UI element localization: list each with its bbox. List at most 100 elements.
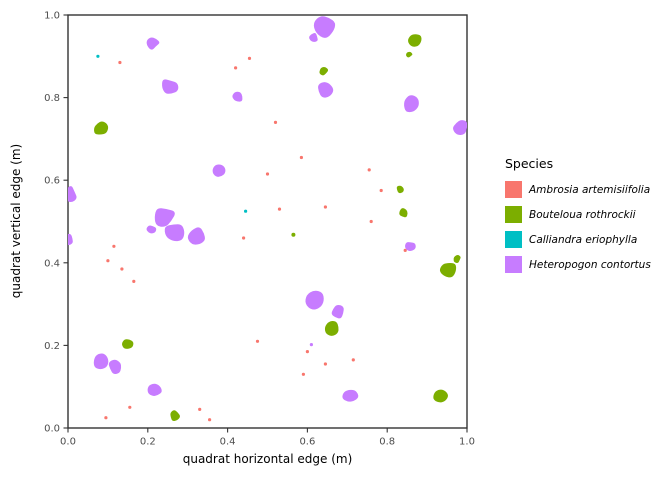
data-point [120,267,124,271]
data-point [234,66,238,70]
x-tick-label: 0.4 [220,437,236,448]
series-4-points [68,16,467,402]
legend-swatch [505,231,522,248]
data-point-patch [147,383,162,396]
data-point-patch [164,224,185,242]
data-point [208,418,212,422]
legend-item-label: Ambrosia artemisiifolia [529,183,651,196]
data-point-patch [122,339,134,349]
data-point [291,232,296,237]
data-point-patch [94,121,109,135]
legend-swatch [505,206,522,223]
legend-item-label: Heteropogon contortus [529,258,651,271]
y-tick-label: 0.0 [44,424,60,435]
legend: Species Ambrosia artemisiifolia Bouteloua… [505,156,670,281]
y-tick-label: 1.0 [44,11,60,22]
data-point-patch [212,164,226,177]
data-point [112,244,116,248]
data-point [323,205,327,209]
legend-item: Ambrosia artemisiifolia [505,181,670,198]
legend-item: Bouteloua rothrockii [505,206,670,223]
data-point [403,248,407,252]
data-point-patch [93,353,109,370]
data-point [96,54,100,58]
legend-item: Calliandra eriophylla [505,231,670,248]
x-tick-label: 0.2 [140,437,156,448]
data-point-patch [405,242,416,252]
data-point-patch [154,208,175,227]
series-2-points [94,34,461,421]
data-point-patch [187,227,205,245]
legend-item-label: Calliandra eriophylla [529,233,638,246]
data-point [379,188,383,193]
data-point-patch [324,320,339,336]
data-point-patch [318,82,334,98]
data-point-patch [433,389,448,403]
x-tick-label: 0.6 [299,437,315,448]
data-point-patch [319,66,329,76]
data-point-patch [305,290,324,310]
y-tick-label: 0.8 [44,93,60,104]
data-point-patch [404,95,419,113]
data-point-patch [170,410,180,421]
data-point-patch [406,51,413,58]
y-tick-label: 0.6 [44,176,60,187]
legend-swatch [505,256,522,273]
data-point-patch [342,389,359,402]
data-point-patch [453,255,461,264]
x-axis-title: quadrat horizontal edge (m) [182,452,353,466]
data-point [299,155,303,160]
data-points-layer [68,16,467,422]
data-point-patch [162,79,179,94]
data-point [351,358,355,362]
data-point-patch [331,304,344,319]
data-point-patch [68,233,73,246]
data-point [305,350,309,354]
data-point-patch [232,91,243,102]
data-point [104,416,108,420]
data-point [242,236,246,240]
series-3-points [96,54,248,213]
data-point [369,219,373,224]
data-point [247,56,252,61]
x-tick-label: 0.0 [60,437,76,448]
data-point [367,168,371,172]
y-tick-label: 0.4 [44,258,60,269]
data-point-patch [313,16,336,38]
data-point [128,405,132,409]
legend-swatch [505,181,522,198]
x-tick-label: 1.0 [459,437,475,448]
data-point [106,259,110,263]
legend-item: Heteropogon contortus [505,256,670,273]
data-point-patch [439,263,457,278]
y-tick-label: 0.2 [44,341,60,352]
data-point [132,279,136,283]
x-tick-label: 0.8 [379,437,395,448]
legend-item-label: Bouteloua rothrockii [529,208,636,221]
data-point-patch [146,37,160,50]
data-point-patch [146,225,157,234]
panel-border [67,14,468,429]
data-point [301,372,305,376]
data-point [198,407,202,411]
data-point-patch [68,186,77,203]
data-point [265,172,270,176]
legend-title: Species [505,156,554,171]
data-point [273,120,278,124]
data-point [118,60,122,65]
data-point-patch [309,32,318,42]
data-point [277,207,282,211]
data-point-patch [453,120,467,136]
data-point-patch [108,359,122,375]
data-point [323,362,327,366]
y-axis-title: quadrat vertical edge (m) [9,143,23,299]
data-point [309,343,313,347]
data-point-patch [399,208,408,218]
data-point [255,339,260,343]
data-point [244,209,248,213]
data-point-patch [408,34,422,47]
legend-items: Ambrosia artemisiifolia Bouteloua rothroc… [505,181,670,273]
data-point-patch [396,185,404,194]
